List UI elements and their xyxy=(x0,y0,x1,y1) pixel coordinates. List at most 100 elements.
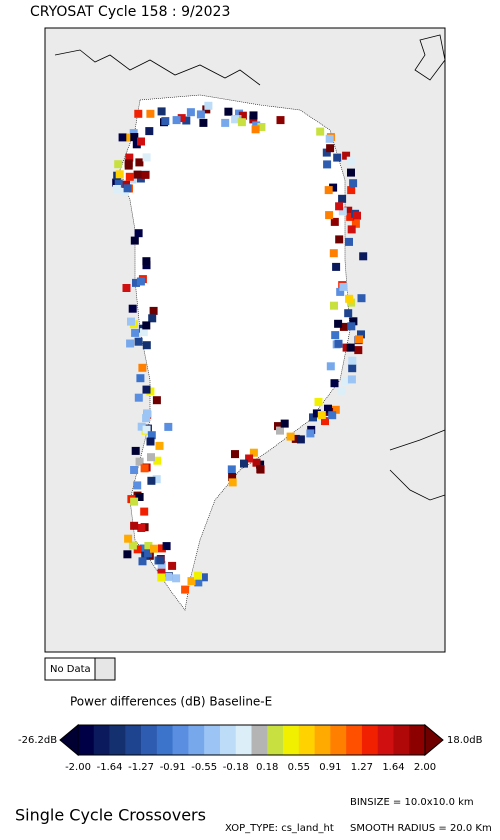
data-pixel xyxy=(276,116,285,125)
data-pixel xyxy=(147,453,155,462)
data-pixel xyxy=(228,478,237,487)
data-pixel xyxy=(164,572,173,581)
data-pixel xyxy=(133,545,142,554)
data-pixel xyxy=(132,278,140,287)
xop-type: XOP_TYPE: cs_land_ht xyxy=(225,823,334,834)
data-pixel xyxy=(137,524,146,532)
data-pixel xyxy=(345,294,354,303)
data-pixel xyxy=(125,153,134,162)
data-pixel xyxy=(152,396,161,405)
colorbar-segment xyxy=(219,725,237,755)
data-pixel xyxy=(322,148,331,157)
data-pixel xyxy=(141,170,150,179)
data-pixel xyxy=(161,117,170,126)
colorbar-segment xyxy=(125,725,142,755)
data-pixel xyxy=(124,534,133,543)
data-pixel xyxy=(145,127,154,136)
data-pixel xyxy=(326,362,335,371)
data-pixel xyxy=(228,473,237,481)
data-pixel xyxy=(114,160,123,169)
data-pixel xyxy=(133,170,142,179)
data-pixel xyxy=(251,125,260,134)
data-pixel xyxy=(331,331,340,340)
data-pixel xyxy=(347,168,355,177)
colorbar-segment xyxy=(346,725,363,755)
data-pixel xyxy=(334,339,343,348)
data-pixel xyxy=(131,446,140,455)
data-pixel xyxy=(128,304,137,313)
data-pixel xyxy=(150,544,158,553)
colorbar-border xyxy=(77,724,426,756)
data-pixel xyxy=(332,262,341,271)
data-pixel xyxy=(340,377,349,386)
data-pixel xyxy=(345,237,353,246)
data-pixel xyxy=(237,118,246,127)
colorbar-segment xyxy=(267,725,284,755)
colorbar-segment xyxy=(283,725,300,755)
data-pixel xyxy=(330,217,339,226)
data-pixel xyxy=(333,153,342,162)
data-pixel xyxy=(135,457,144,466)
data-pixel xyxy=(359,252,368,261)
data-pixel xyxy=(329,183,338,192)
data-pixel xyxy=(334,319,343,328)
coastlines xyxy=(54,34,446,501)
colorbar-tick-label: 2.00 xyxy=(414,762,436,773)
colorbar-segment xyxy=(141,725,158,755)
data-pixel xyxy=(328,411,337,420)
data-pixel xyxy=(139,544,148,553)
data-pixel xyxy=(137,422,146,431)
data-pixel xyxy=(348,356,357,365)
data-pixel xyxy=(296,435,305,444)
data-pixel xyxy=(325,211,334,220)
data-pixel xyxy=(354,346,363,355)
colorbar-tick-label: 0.91 xyxy=(319,762,341,773)
data-pixel xyxy=(347,375,356,384)
colorbar-under xyxy=(59,723,79,757)
data-pixel xyxy=(157,107,166,116)
data-pixel xyxy=(329,249,338,258)
data-pixel xyxy=(142,321,151,330)
data-pixel xyxy=(122,284,131,292)
data-pixel xyxy=(152,475,161,484)
data-pixel xyxy=(130,133,139,141)
data-pixel xyxy=(324,186,333,195)
colorbar-segment xyxy=(361,725,378,755)
data-pixel xyxy=(140,464,149,473)
data-pixel xyxy=(140,507,149,516)
data-pixel xyxy=(126,339,135,348)
colorbar-tick-label: -1.27 xyxy=(128,762,154,773)
title: CRYOSAT Cycle 158 : 9/2023 xyxy=(30,4,230,20)
data-pixel xyxy=(280,419,289,428)
data-pixel xyxy=(130,466,139,474)
data-pixel xyxy=(324,404,332,413)
data-pixel xyxy=(136,374,145,383)
data-pixel xyxy=(135,158,144,167)
data-pixel xyxy=(147,476,156,485)
colorbar-segment xyxy=(298,725,315,755)
data-pixel xyxy=(142,385,151,394)
colorbar-max: 18.0dB xyxy=(447,735,483,746)
data-pixel xyxy=(330,301,338,310)
binsize: BINSIZE = 10.0x10.0 km xyxy=(350,797,474,808)
data-pixel xyxy=(157,573,166,582)
data-pixel xyxy=(127,317,135,326)
data-pixel xyxy=(131,328,140,337)
data-pixel xyxy=(291,434,300,443)
data-pixel xyxy=(347,225,356,234)
colorbar-segment xyxy=(172,725,189,755)
data-pixel xyxy=(115,170,124,179)
greenland xyxy=(119,94,351,611)
colorbar-over xyxy=(424,723,444,757)
colorbar-segment xyxy=(314,725,331,755)
data-pixel xyxy=(130,497,139,506)
data-pixel xyxy=(112,185,121,193)
data-pixel xyxy=(142,341,151,350)
data-pixel xyxy=(346,343,355,352)
data-pixel xyxy=(118,133,127,142)
data-pixel xyxy=(147,431,156,440)
data-pixel xyxy=(257,123,266,131)
data-pixel xyxy=(142,257,151,266)
data-pixel xyxy=(221,118,230,127)
